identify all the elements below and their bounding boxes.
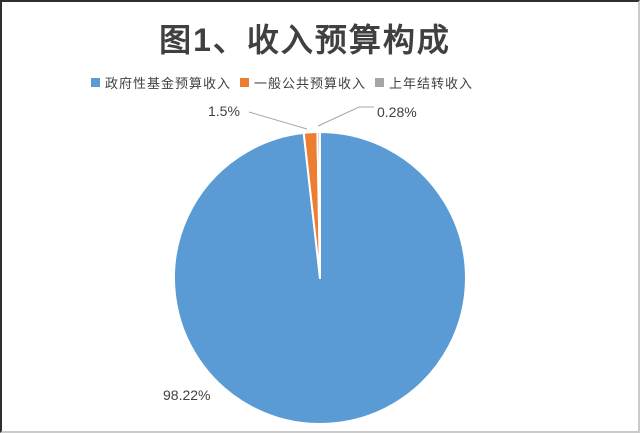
data-label-gov-fund-revenue: 98.22% bbox=[163, 387, 211, 403]
legend-item-carryover-revenue: 上年结转收入 bbox=[375, 73, 473, 92]
chart-title: 图1、收入预算构成 bbox=[159, 22, 451, 58]
pie-slice-2 bbox=[316, 130, 321, 279]
data-label-general-public-revenue: 1.5% bbox=[208, 103, 240, 119]
data-label-carryover-revenue: 0.28% bbox=[377, 104, 417, 120]
pie-slices bbox=[173, 130, 467, 425]
leader-line-general-public bbox=[248, 111, 308, 130]
legend-item-gov-fund-revenue: 政府性基金预算收入 bbox=[91, 73, 231, 92]
leader-line-carryover bbox=[317, 106, 374, 127]
legend-label-gov-fund-revenue: 政府性基金预算收入 bbox=[105, 76, 232, 91]
legend-swatch-blue-icon bbox=[91, 78, 100, 87]
legend-label-carryover-revenue: 上年结转收入 bbox=[389, 76, 474, 91]
legend-swatch-orange-icon bbox=[240, 78, 250, 87]
legend-swatch-gray-icon bbox=[375, 78, 385, 87]
chart-legend: 政府性基金预算收入 一般公共预算收入 上年结转收入 bbox=[91, 73, 482, 92]
legend-item-general-public-revenue: 一般公共预算收入 bbox=[240, 73, 366, 92]
legend-label-general-public-revenue: 一般公共预算收入 bbox=[254, 76, 367, 91]
